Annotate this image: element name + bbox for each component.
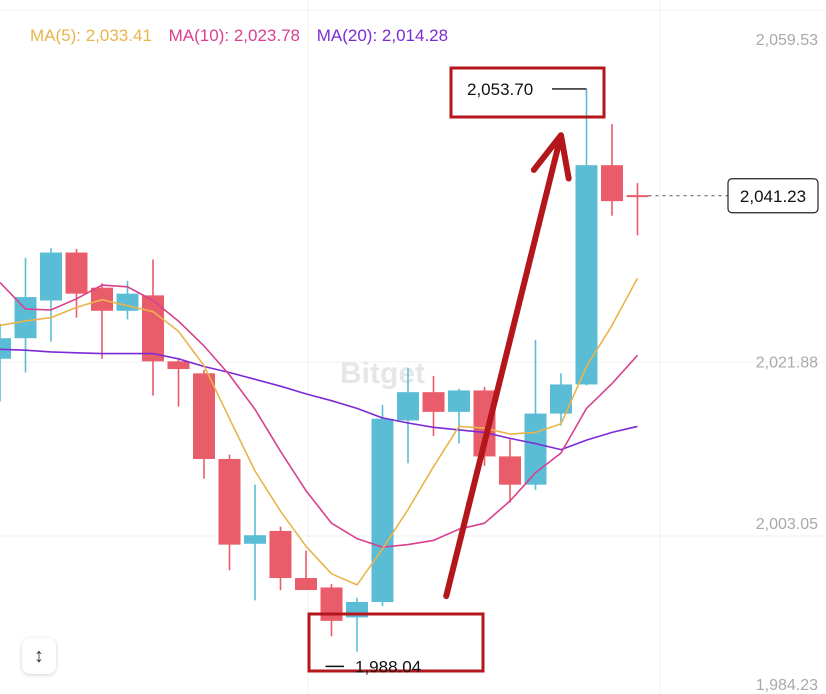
candle-body [269,530,292,579]
vertical-scale-button[interactable]: ↕ [22,638,56,674]
vertical-resize-icon: ↕ [34,644,44,667]
candle [295,550,317,591]
candle [167,358,190,407]
candle [320,584,343,637]
ma20-line [0,348,638,451]
candle-body [218,458,241,545]
candle-body [601,165,623,202]
candle-body [193,373,215,459]
candle-body [0,338,11,359]
current-price-label: 2,041.23 [740,187,806,206]
candle-body [550,384,572,414]
current-price-tag [727,178,819,214]
candle [601,124,623,216]
candle [346,597,368,652]
current-price-marker: 2,041.23 [648,178,819,214]
candle [626,183,649,236]
candle-body [499,456,521,485]
candle [40,248,62,342]
ma5-line [0,277,639,586]
candle [91,283,113,359]
candle-body [524,413,547,485]
candle [244,484,266,601]
candle-body [422,392,445,412]
candle [371,405,394,607]
high-callout-box [449,66,606,119]
ma20-legend-label: MA(20): 2,014.28 [316,26,449,45]
candle [193,369,215,479]
low-callout-box [307,612,485,673]
candle [575,88,598,386]
candle [65,249,88,318]
candle [422,375,445,436]
candle [448,388,470,444]
candle-body [295,578,317,591]
candle [142,259,164,396]
ma10-line [0,281,639,549]
ma5-legend-label: MA(5): 2,033.41 [30,26,152,45]
candle [14,257,37,373]
annotations: 2,053.70 1,988.04 [307,66,606,676]
candle-body [320,587,343,621]
candle-body [142,295,164,362]
ma-legend: MA(5): 2,033.41 MA(10): 2,023.78 MA(20):… [30,26,460,46]
candle-body [167,361,190,370]
candle-body [448,390,470,412]
candle [0,323,11,402]
low-callout-label: 1,988.04 [355,657,421,676]
candle [269,526,292,591]
candle-body [626,195,649,198]
candle [218,454,241,571]
y-axis-tick-label: 2,003.05 [756,516,818,533]
candle-body [244,535,266,544]
candle [499,439,521,503]
candle [550,373,572,426]
candle-body [575,165,598,385]
watermark-text: Bitget [340,357,425,390]
candle-body [473,390,496,457]
trend-arrow-shaft [443,141,562,600]
candle-body [371,418,394,603]
candle-body [65,252,88,294]
y-axis: 2,059.53 2,021.88 2,003.05 1,984.23 [756,32,818,694]
ma-lines [0,277,639,586]
y-axis-tick-label: 2,059.53 [756,32,818,49]
ma10-legend-label: MA(10): 2,023.78 [168,26,300,45]
high-callout-label: 2,053.70 [467,80,533,99]
candle-body [40,252,62,301]
candle [397,368,419,464]
candle-body [397,392,419,421]
trend-arrow-head [530,132,572,182]
y-axis-tick-label: 1,984.23 [756,677,818,694]
y-axis-tick-label: 2,021.88 [756,355,818,372]
candle-body [14,297,37,339]
